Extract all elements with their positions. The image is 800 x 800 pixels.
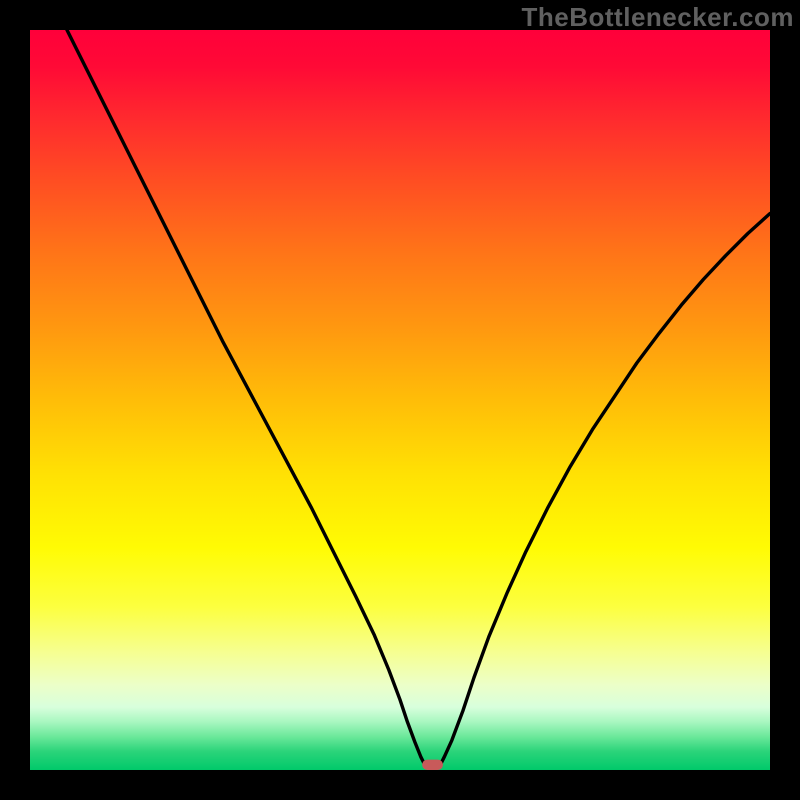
chart-frame: TheBottlenecker.com [0, 0, 800, 800]
optimal-marker [422, 760, 443, 770]
watermark-text: TheBottlenecker.com [522, 2, 794, 33]
plot-svg [30, 30, 770, 770]
gradient-background [30, 30, 770, 770]
bottleneck-plot [30, 30, 770, 770]
